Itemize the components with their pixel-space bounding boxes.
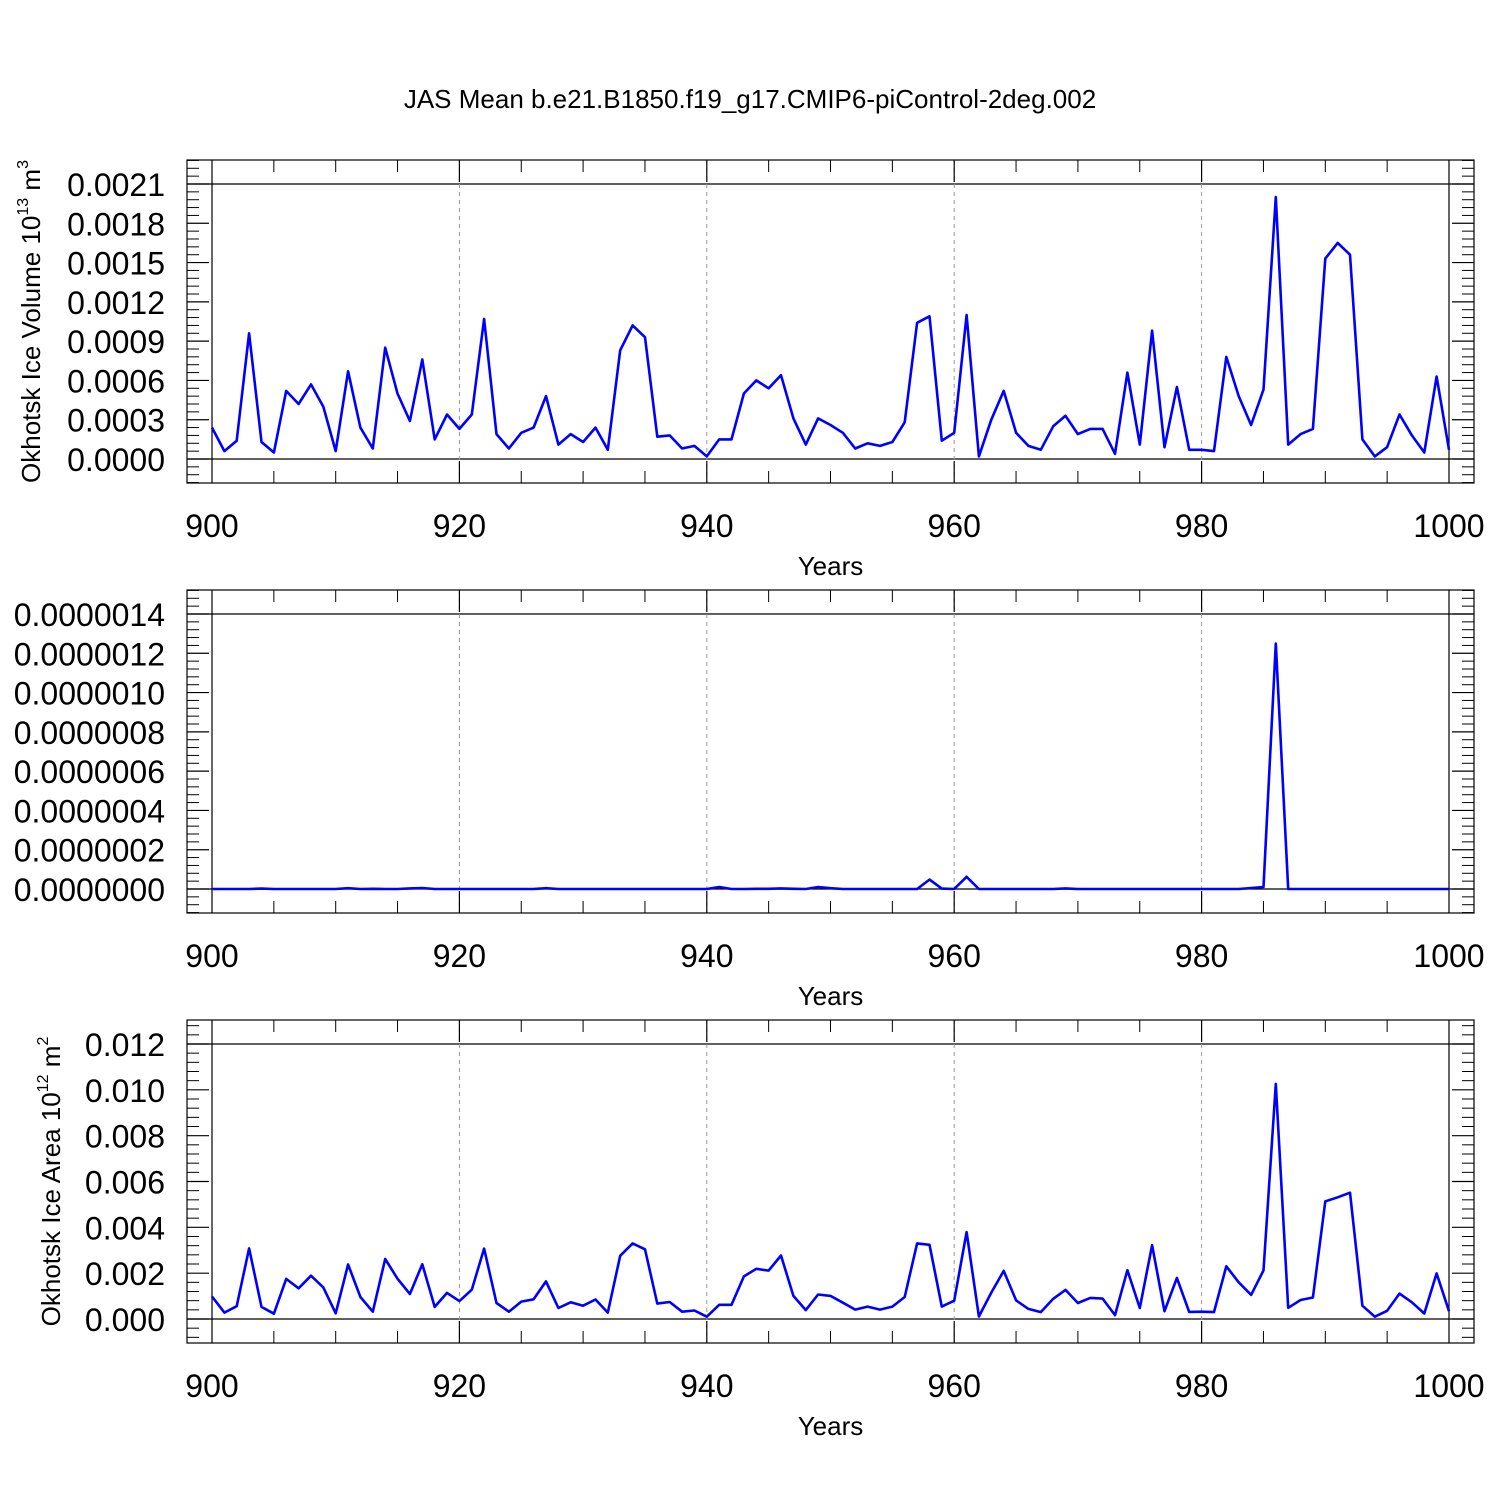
x-tick-label: 940 — [680, 508, 733, 544]
x-tick-label: 980 — [1175, 508, 1228, 544]
x-tick-label: 940 — [680, 938, 733, 974]
panel-1: 900 920 940 960 980 1000 Years 0.00000.0003 0.00… — [15, 159, 1485, 581]
x-tick-label: 1000 — [1413, 938, 1484, 974]
y-tick-label: 0.0000014 — [14, 597, 165, 633]
series-line — [210, 195, 1451, 458]
y-tick-label: 0.0000006 — [14, 754, 165, 790]
chart-title: JAS Mean b.e21.B1850.f19_g17.CMIP6-piCon… — [404, 84, 1096, 114]
x-axis-label: Years — [798, 551, 864, 581]
panel-3: 900 920 940 960 980 1000 Years 0.000 0.002 0.004 0… — [35, 1019, 1485, 1441]
y-tick-label: 0.0018 — [67, 206, 165, 242]
y-axis-label: Okhotsk Ice Volume 1013 m3 — [15, 160, 46, 483]
y-tick-label: 0.0006 — [67, 363, 165, 399]
x-tick-label: 1000 — [1413, 1368, 1484, 1404]
y-tick-label: 0.0012 — [67, 285, 165, 321]
y-tick-label: 0.0003 — [67, 403, 165, 439]
y-tick-label: 0.0009 — [67, 324, 165, 360]
x-tick-label: 900 — [185, 508, 238, 544]
y-tick-label: 0.0000004 — [14, 793, 165, 829]
x-tick-label: 960 — [928, 938, 981, 974]
x-tick-label: 960 — [928, 508, 981, 544]
x-tick-label: 1000 — [1413, 508, 1484, 544]
y-tick-label: 0.0000002 — [14, 833, 165, 869]
y-tick-label: 0.0015 — [67, 246, 165, 282]
panel-2: 900 920 940 960 980 1000Years0.00000000.00000… — [14, 589, 1485, 1011]
series-line — [212, 642, 1449, 891]
x-tick-label: 980 — [1175, 938, 1228, 974]
x-tick-label: 980 — [1175, 1368, 1228, 1404]
y-tick-label: 0.006 — [85, 1165, 165, 1201]
x-axis-label: Years — [798, 1411, 864, 1441]
x-tick-label: 940 — [680, 1368, 733, 1404]
y-tick-label: 0.0000010 — [14, 676, 165, 712]
series-line — [210, 1082, 1451, 1318]
y-tick-label: 0.010 — [85, 1073, 165, 1109]
y-tick-label: 0.008 — [85, 1119, 165, 1155]
y-tick-label: 0.0000 — [67, 442, 165, 478]
y-tick-label: 0.0000008 — [14, 715, 165, 751]
y-tick-label: 0.000 — [85, 1302, 165, 1338]
y-tick-label: 0.0000000 — [14, 872, 165, 908]
x-tick-label: 960 — [928, 1368, 981, 1404]
y-tick-label: 0.012 — [85, 1027, 165, 1063]
x-tick-label: 900 — [185, 1368, 238, 1404]
y-axis-label: Okhotsk Ice Area 1012 m2 — [35, 1037, 66, 1327]
x-tick-label: 920 — [433, 938, 486, 974]
y-tick-label: 0.004 — [85, 1210, 165, 1246]
y-tick-label: 0.0021 — [67, 167, 165, 203]
x-tick-label: 920 — [433, 1368, 486, 1404]
x-tick-label: 900 — [185, 938, 238, 974]
panels: 900 920 940 960 980 1000 Years 0.00000.0003 0.00… — [14, 159, 1485, 1441]
x-tick-label: 920 — [433, 508, 486, 544]
y-tick-label: 0.002 — [85, 1256, 165, 1292]
y-tick-label: 0.0000012 — [14, 636, 165, 672]
x-axis-label: Years — [798, 981, 864, 1011]
